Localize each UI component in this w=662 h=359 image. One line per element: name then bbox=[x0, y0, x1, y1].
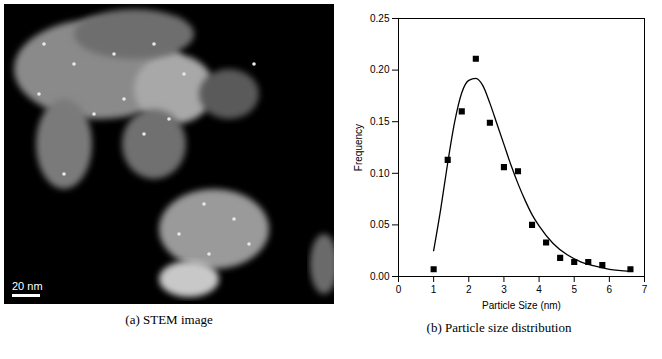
svg-text:3: 3 bbox=[501, 284, 507, 295]
svg-text:20 nm: 20 nm bbox=[12, 280, 43, 292]
svg-text:0.10: 0.10 bbox=[370, 168, 390, 179]
svg-text:4: 4 bbox=[536, 284, 542, 295]
svg-text:0.20: 0.20 bbox=[370, 64, 390, 75]
svg-text:2: 2 bbox=[466, 284, 472, 295]
svg-text:6: 6 bbox=[607, 284, 613, 295]
svg-text:0.05: 0.05 bbox=[370, 219, 390, 230]
svg-text:0: 0 bbox=[396, 284, 402, 295]
svg-text:1: 1 bbox=[431, 284, 437, 295]
svg-text:5: 5 bbox=[571, 284, 577, 295]
html-text:(a) STEM image: (a) STEM image bbox=[125, 312, 213, 327]
svg-text:0.00: 0.00 bbox=[370, 271, 390, 282]
svg-text:Frequency: Frequency bbox=[353, 124, 364, 171]
html-text:(b) Particle size distribution: (b) Particle size distribution bbox=[426, 320, 572, 335]
svg-text:7: 7 bbox=[642, 284, 648, 295]
svg-text:0.25: 0.25 bbox=[370, 13, 390, 24]
svg-text:Particle Size (nm): Particle Size (nm) bbox=[482, 300, 561, 311]
svg-text:0.15: 0.15 bbox=[370, 116, 390, 127]
